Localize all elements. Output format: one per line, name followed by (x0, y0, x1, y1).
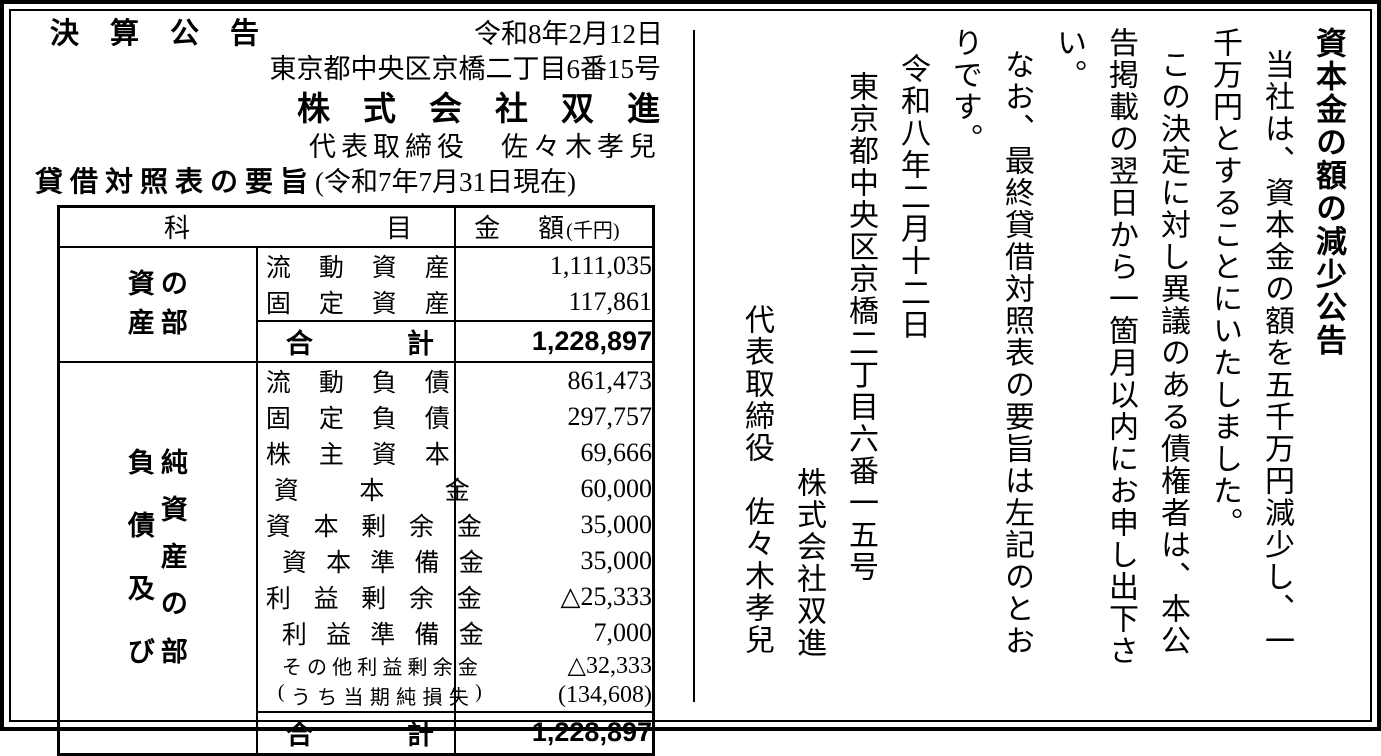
inner-frame: 決算公告 令和8年2月12日 東京都中央区京橋二丁目6番15号 株式会社双進 代… (9, 9, 1372, 756)
table-row: その他利益剰余金 △32,333 (59, 650, 655, 681)
account-name: 利益剰余金 (265, 585, 482, 613)
announcement-body-line: りです。 (948, 27, 981, 155)
total-label: 合計 (285, 328, 434, 359)
notice-title: 決算公告 (50, 18, 291, 50)
account-name: 固定負債 (265, 405, 450, 433)
account-amount: 35,000 (454, 506, 655, 543)
header-item-label: 科目 (164, 214, 412, 244)
account-name: (うち当期純損失) (277, 681, 482, 710)
account-name: 流動資産 (265, 254, 450, 282)
table-row: 資産 の部 流動資産 1,111,035 (57, 246, 655, 363)
table-header-row: 科目 金額 (千円) (57, 206, 655, 248)
section-label-column: 負債及び (127, 447, 155, 667)
notice-header-line: 決算公告 令和8年2月12日 (33, 18, 663, 51)
header-item-cell: 科目 (57, 206, 457, 248)
account-name: 固定資産 (265, 290, 450, 318)
table-row: 資本準備金 35,000 (59, 542, 655, 579)
section-label-column: 資産 (127, 269, 155, 339)
account-name-cell: 流動資産 (255, 246, 457, 284)
table-row: 株主資本 69,666 (59, 434, 655, 471)
announcement-date: 令和八年二月十二日 (896, 53, 929, 341)
section-label-column: 純資産の部 (160, 447, 188, 667)
table-row: 負債及び 純資産の部 流動負債 861,473 (57, 361, 655, 755)
account-name: 資本準備金 (281, 549, 484, 577)
announcement-body-line: い。 (1052, 27, 1085, 91)
section-assets-label-cell: 資産 の部 (57, 246, 258, 363)
account-name: 資本金 (273, 477, 470, 505)
account-name: 利益準備金 (281, 621, 484, 649)
company-name: 株式会社双進 (297, 90, 693, 128)
balance-sheet-asof: (令和7年7月31日現在) (315, 167, 576, 198)
account-amount: (134,608) (454, 680, 655, 712)
account-name: その他利益剰余金 (281, 657, 478, 680)
account-name-cell: 利益剰余金 (255, 578, 482, 615)
account-name-cell: 流動負債 (255, 361, 457, 399)
account-amount: 60,000 (454, 470, 655, 507)
account-name-cell: 資本準備金 (255, 542, 484, 579)
account-amount: 69,666 (454, 434, 655, 471)
account-name: 資本剰余金 (265, 513, 482, 541)
table-row: (うち当期純損失) (134,608) (59, 680, 655, 712)
total-row-assets: 合計 1,228,897 (59, 319, 655, 363)
header-amount-cell: 金額 (千円) (454, 206, 655, 248)
balance-sheet-title-line: 貸借対照表の要旨(令和7年7月31日現在) (35, 166, 663, 198)
account-name-cell: 株主資本 (255, 434, 457, 471)
table-row: 資本剰余金 35,000 (59, 506, 655, 543)
section-assets-label: 資産 の部 (60, 248, 256, 361)
account-amount: 297,757 (454, 398, 655, 435)
header-amount-unit: (千円) (566, 220, 620, 243)
announcement-body-line: この決定に対し異議のある債権者は、本公 (1156, 49, 1189, 657)
announcement-body-line: なお、最終貸借対照表の要旨は左記のとお (1000, 49, 1033, 657)
account-amount: △25,333 (454, 578, 655, 615)
balance-sheet-title: 貸借対照表の要旨 (35, 166, 316, 198)
settlement-notice: 決算公告 令和8年2月12日 東京都中央区京橋二丁目6番15号 株式会社双進 代… (33, 16, 663, 756)
announcement-title: 資本金の額の減少公告 (1311, 27, 1346, 357)
account-name: 株主資本 (265, 441, 450, 469)
notice-date: 令和8年2月12日 (474, 19, 663, 49)
account-name-cell: 固定負債 (255, 398, 457, 435)
announcement-representative: 代表取締役 佐々木孝兒 (740, 304, 773, 656)
total-label-cell: 合計 (255, 319, 457, 363)
table-row: 利益準備金 7,000 (59, 614, 655, 651)
total-label: 合計 (285, 720, 434, 751)
account-amount: 117,861 (454, 283, 655, 321)
announcement-body-line: 告掲載の翌日から一箇月以内にお申し出下さ (1104, 27, 1137, 667)
account-name: 流動負債 (265, 369, 450, 397)
account-amount: △32,333 (454, 650, 655, 681)
account-name-cell: その他利益剰余金 (255, 650, 478, 681)
section-liabilities-label-cell: 負債及び 純資産の部 (57, 361, 258, 755)
company-address: 東京都中央区京橋二丁目6番15号 (269, 54, 662, 85)
announcement-body-line: 当社は、資本金の額を五千万円減少し、一 (1260, 49, 1293, 657)
capital-reduction-notice: 資本金の額の減少公告 当社は、資本金の額を五千万円減少し、一 千万円とすることに… (706, 27, 1354, 715)
account-name-cell: 資本金 (255, 470, 470, 507)
account-name-cell: 利益準備金 (255, 614, 484, 651)
section-liabilities-label: 負債及び 純資産の部 (60, 363, 256, 753)
section-divider-line (693, 30, 695, 702)
table-row: 資本金 60,000 (59, 470, 655, 507)
header-amount-label: 金額 (474, 214, 565, 244)
account-amount: 7,000 (454, 614, 655, 651)
representative-name: 代表取締役 佐々木孝兒 (309, 132, 661, 163)
total-amount: 1,228,897 (454, 710, 655, 755)
table-row: 固定資産 117,861 (59, 283, 655, 321)
account-amount: 35,000 (454, 542, 655, 579)
balance-sheet-table: 科目 金額 (千円) 資産 の部 (57, 204, 655, 756)
account-amount: 861,473 (454, 361, 655, 399)
announcement-company: 株式会社双進 (792, 467, 825, 659)
account-name-cell: (うち当期純損失) (255, 680, 482, 712)
account-name-cell: 資本剰余金 (255, 506, 482, 543)
table-row: 利益剰余金 △25,333 (59, 578, 655, 615)
account-name-cell: 固定資産 (255, 283, 457, 321)
announcement-address: 東京都中央区京橋二丁目六番一五号 (844, 71, 877, 583)
section-label-column: の部 (160, 269, 188, 339)
announcement-body-line: 千万円とすることにいたしました。 (1208, 27, 1241, 539)
total-label-cell: 合計 (255, 710, 457, 755)
table-row: 固定負債 297,757 (59, 398, 655, 435)
account-amount: 1,111,035 (454, 246, 655, 284)
total-amount: 1,228,897 (454, 319, 655, 363)
